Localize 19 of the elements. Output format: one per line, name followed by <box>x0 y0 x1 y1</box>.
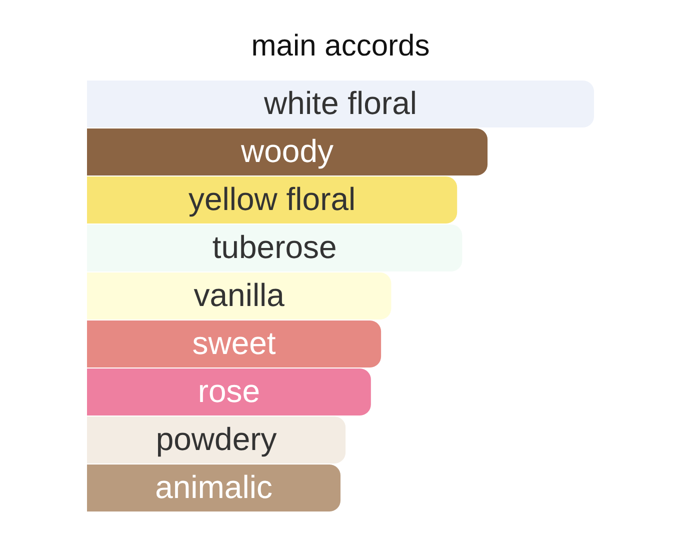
y-tick-label: sweet <box>192 324 276 361</box>
chart-title: main accords <box>251 29 430 62</box>
bar <box>87 80 594 128</box>
bar <box>87 176 458 224</box>
bar <box>87 368 371 416</box>
bar <box>87 320 382 368</box>
bar <box>87 464 340 512</box>
y-tick-label: tuberose <box>212 228 337 265</box>
y-tick-label: rose <box>198 372 260 409</box>
bar <box>87 272 392 320</box>
y-tick-label: white floral <box>263 84 417 121</box>
bar <box>87 416 346 464</box>
bar <box>87 224 462 272</box>
y-tick-label: vanilla <box>194 276 285 313</box>
y-tick-label: yellow floral <box>188 180 356 217</box>
bar <box>87 128 488 176</box>
y-tick-label: woody <box>240 132 334 169</box>
y-tick-label: powdery <box>156 420 277 457</box>
y-tick-label: animalic <box>155 468 272 505</box>
